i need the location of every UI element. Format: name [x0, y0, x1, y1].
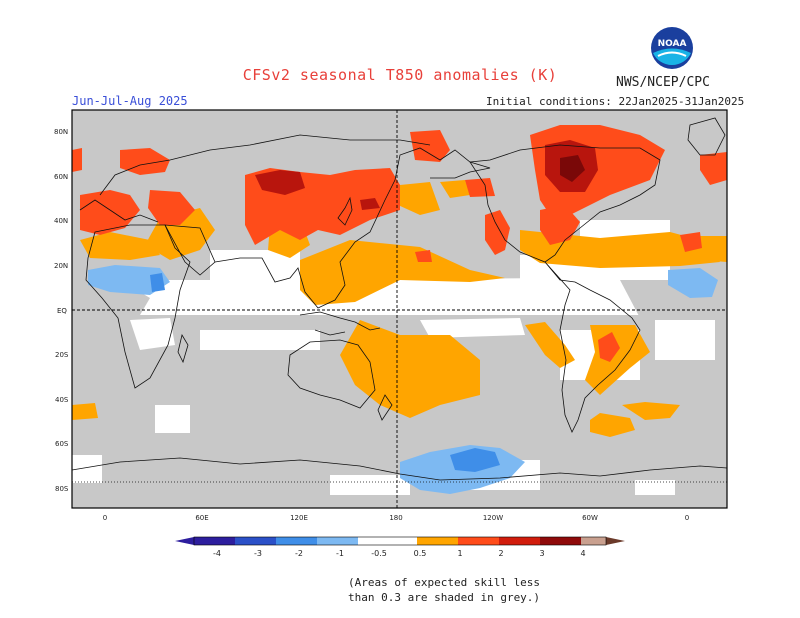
- lat-label-60s: 60S: [55, 440, 69, 448]
- colorbar-tick-label: 0.5: [414, 549, 427, 558]
- lat-label-80n: 80N: [54, 128, 68, 136]
- colorbar-tick-label: -1: [336, 549, 344, 558]
- colorbar-swatch: [581, 537, 606, 545]
- lat-label-80s: 80S: [55, 485, 69, 493]
- lon-label-0-left: 0: [103, 514, 107, 522]
- latitude-axis: 80N 60N 40N 20N EQ 20S 40S 60S 80S: [54, 128, 69, 493]
- colorbar-tick-label: -2: [295, 549, 303, 558]
- colorbar-swatch: [458, 537, 499, 545]
- lat-label-eq: EQ: [57, 307, 67, 315]
- colorbar-swatch: [540, 537, 581, 545]
- lat-label-40n: 40N: [54, 217, 68, 225]
- colorbar-tick-label: 4: [580, 549, 585, 558]
- longitude-axis: 0 60E 120E 180 120W 60W 0: [103, 514, 689, 522]
- logo-text: NOAA: [658, 39, 687, 49]
- colorbar-tick-label: -4: [213, 549, 221, 558]
- colorbar-min-arrow: [175, 537, 194, 545]
- lon-label-120e: 120E: [290, 514, 308, 522]
- initial-conditions-label: Initial conditions: 22Jan2025-31Jan2025: [486, 95, 745, 108]
- colorbar-swatch: [235, 537, 276, 545]
- colorbar-swatch: [358, 537, 417, 545]
- colorbar-swatch: [317, 537, 358, 545]
- skill-note-line2: than 0.3 are shaded in grey.): [348, 591, 541, 604]
- colorbar-swatch: [276, 537, 317, 545]
- chart-title: CFSv2 seasonal T850 anomalies (K): [242, 66, 558, 84]
- lat-label-20s: 20S: [55, 351, 69, 359]
- agency-label: NWS/NCEP/CPC: [616, 75, 710, 90]
- season-label: Jun-Jul-Aug 2025: [72, 94, 188, 108]
- colorbar-swatch: [417, 537, 458, 545]
- map-frame: [71, 109, 728, 509]
- lon-label-120w: 120W: [483, 514, 503, 522]
- cold-anomaly-medium: [150, 273, 500, 472]
- colorbar: -4 -3 -2 -1 -0.5 0.5 1 2 3 4: [175, 536, 625, 558]
- colorbar-tick-label: -0.5: [371, 549, 387, 558]
- colorbar-frame: [193, 536, 607, 546]
- noaa-logo-icon: NOAA: [651, 27, 693, 69]
- lat-label-20n: 20N: [54, 262, 68, 270]
- lat-label-40s: 40S: [55, 396, 69, 404]
- colorbar-tick-label: -3: [254, 549, 262, 558]
- lon-label-0-right: 0: [685, 514, 689, 522]
- skill-note: (Areas of expected skill less than 0.3 a…: [348, 575, 540, 605]
- coastlines: [71, 117, 728, 483]
- lon-label-60w: 60W: [582, 514, 598, 522]
- lat-label-60n: 60N: [54, 173, 68, 181]
- warm-anomaly-strongest: [560, 155, 585, 182]
- lon-label-180: 180: [389, 514, 402, 522]
- colorbar-tick-label: 3: [539, 549, 544, 558]
- colorbar-swatch: [194, 537, 235, 545]
- colorbar-swatch: [499, 537, 540, 545]
- colorbar-max-arrow: [606, 537, 625, 545]
- lon-label-60e: 60E: [195, 514, 208, 522]
- colorbar-tick-label: 2: [498, 549, 503, 558]
- colorbar-tick-label: 1: [457, 549, 462, 558]
- skill-note-line1: (Areas of expected skill less: [348, 576, 541, 589]
